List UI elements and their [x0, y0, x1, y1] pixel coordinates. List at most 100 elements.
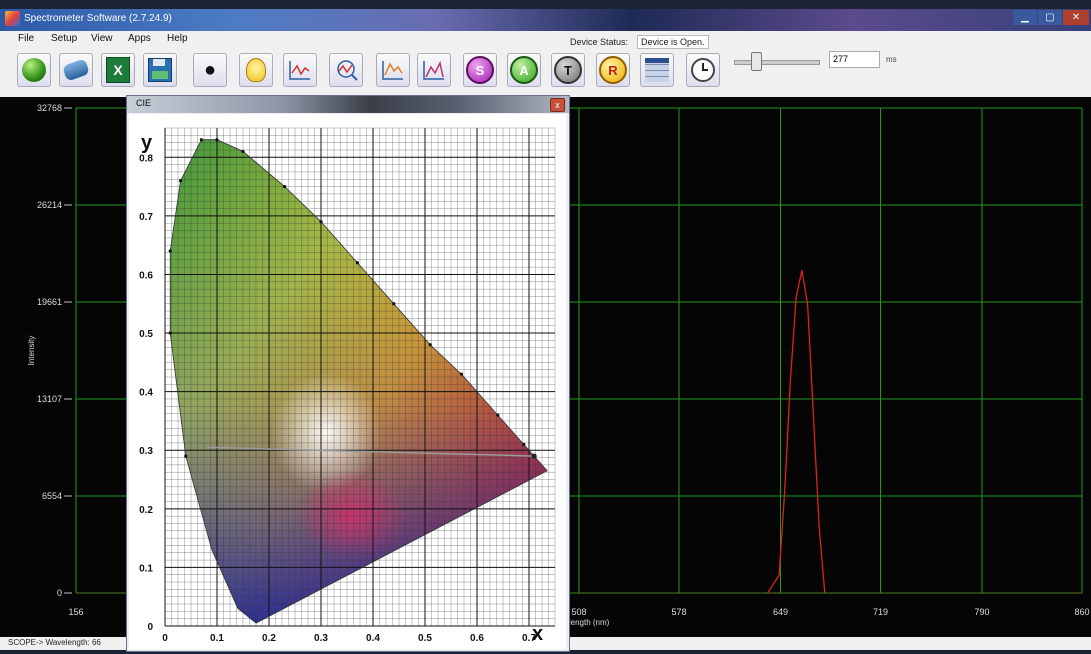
integration-time-input[interactable]: 277	[829, 51, 880, 68]
menu-view[interactable]: View	[91, 33, 113, 44]
close-button[interactable]: ✕	[1063, 10, 1089, 25]
cie-chart-svg: y x 0.8 0.7 0.6 0.5 0.4 0.3 0.2 0.1 00 0.1 0.2 0.3 0…	[139, 127, 556, 645]
cie-y-tick-label: 0.3	[139, 446, 153, 457]
cie-titlebar[interactable]: CIE x	[127, 96, 569, 113]
y-tick-label: 6554	[42, 491, 62, 501]
t-mode-icon: T	[554, 56, 582, 84]
x-axis-title: Wavelength (nm)	[549, 618, 610, 627]
cie-locus-marker	[428, 343, 432, 347]
device-status-value: Device is Open.	[637, 35, 709, 49]
cie-y-tick-label: 0.2	[139, 505, 153, 516]
x-tick-label: 578	[672, 607, 687, 617]
spectrum-trace	[767, 269, 826, 594]
cie-y-tick-label: 0.4	[139, 388, 153, 399]
r-mode-icon: R	[599, 56, 627, 84]
x-tick-label: 508	[571, 607, 586, 617]
area-chart-icon	[423, 60, 444, 80]
cie-body: y x 0.8 0.7 0.6 0.5 0.4 0.3 0.2 0.1 0 0 0.1 0.2 0.3 0…	[129, 114, 566, 649]
integration-slider-thumb[interactable]	[751, 52, 762, 71]
eraser-button[interactable]	[59, 53, 93, 87]
save-button[interactable]	[143, 53, 177, 87]
cie-y-tick-label: 0.5	[139, 329, 153, 340]
cie-locus-marker	[168, 331, 172, 335]
app-icon	[5, 11, 20, 26]
cie-x-axis-label: x	[532, 623, 543, 645]
cie-y-tick-label: 0.6	[139, 270, 153, 281]
peak-chart-button[interactable]	[417, 53, 451, 87]
cie-locus-marker	[215, 138, 219, 142]
cie-x-tick-label: 0.5	[418, 633, 432, 644]
menu-apps[interactable]: Apps	[128, 33, 151, 44]
y-tick-label: 0	[57, 588, 62, 598]
zoom-chart-button[interactable]	[329, 53, 363, 87]
light-button[interactable]	[239, 53, 273, 87]
zoom-chart-icon	[337, 60, 358, 81]
cie-y-axis-label: y	[141, 132, 153, 154]
cie-y-tick-label: 0	[147, 622, 153, 633]
cie-locus-marker	[241, 149, 245, 154]
dark-button[interactable]: ●	[193, 53, 227, 87]
cie-spectral-locus	[169, 139, 548, 624]
cie-locus-marker	[179, 179, 183, 183]
cie-locus-marker	[184, 454, 188, 458]
cie-locus-marker	[355, 261, 359, 265]
toolbar: X ● S A T R	[0, 49, 1091, 97]
s-mode-icon: S	[466, 56, 494, 84]
maximize-button[interactable]: ▢	[1038, 10, 1062, 25]
green-ball-icon	[22, 58, 46, 82]
bulb-off-icon: ●	[203, 59, 217, 81]
table-button[interactable]	[640, 53, 674, 87]
cie-locus-marker	[392, 302, 396, 306]
cie-x-tick-label: 0	[162, 633, 168, 644]
bulb-on-icon	[246, 58, 266, 82]
x-tick-label: 860	[1074, 607, 1089, 617]
minimize-button[interactable]: ▁	[1013, 10, 1037, 25]
start-button[interactable]	[17, 53, 51, 87]
t-mode-button[interactable]: T	[551, 53, 585, 87]
alarm-clock-icon	[691, 58, 715, 82]
window-titlebar: Spectrometer Software (2.7.24.9) ▁ ▢ ✕	[0, 9, 1091, 31]
cie-gamut-area	[170, 139, 548, 624]
cie-locus-marker	[283, 184, 287, 189]
cie-locus-marker	[496, 413, 500, 417]
menu-help[interactable]: Help	[167, 33, 188, 44]
cie-x-tick-label: 0.3	[314, 633, 328, 644]
cie-measurement-line	[206, 446, 535, 457]
y-tick-label: 26214	[37, 200, 62, 210]
cie-x-tick-label: 0.4	[366, 633, 380, 644]
overlay-chart-button[interactable]	[376, 53, 410, 87]
menu-bar: File Setup View Apps Help	[0, 31, 1091, 49]
line-chart-icon	[382, 61, 403, 80]
cie-y-tick-label: 0.1	[139, 563, 153, 574]
window-title: Spectrometer Software (2.7.24.9)	[24, 13, 172, 24]
r-mode-button[interactable]: R	[596, 53, 630, 87]
cie-y-tick-label: 0.7	[139, 212, 153, 223]
cie-x-tick-label: 0.7	[522, 633, 536, 644]
integration-unit-label: ms	[886, 55, 897, 64]
cie-close-button[interactable]: x	[550, 98, 565, 112]
menu-setup[interactable]: Setup	[51, 33, 78, 44]
scope-mode-button[interactable]	[283, 53, 317, 87]
cie-measured-point	[531, 453, 537, 459]
eraser-icon	[61, 58, 91, 82]
cie-locus-marker	[199, 138, 203, 142]
cie-locus-marker	[459, 372, 463, 376]
device-status-label: Device Status:	[570, 37, 629, 47]
cie-window[interactable]: CIE x	[126, 95, 570, 652]
a-mode-button[interactable]: A	[507, 53, 541, 87]
cie-x-tick-label: 0.6	[470, 633, 484, 644]
integration-slider-track[interactable]	[734, 60, 820, 65]
x-tick-label: 790	[974, 607, 989, 617]
x-tick-label: 719	[873, 607, 888, 617]
line-chart-icon	[289, 61, 310, 80]
s-mode-button[interactable]: S	[463, 53, 497, 87]
y-tick-label: 13107	[37, 394, 62, 404]
cie-title: CIE	[136, 98, 152, 108]
timer-button[interactable]	[686, 53, 720, 87]
table-icon	[645, 58, 669, 82]
menu-file[interactable]: File	[18, 33, 35, 44]
cie-x-tick-label: 0.1	[210, 633, 224, 644]
y-tick-label: 19661	[37, 297, 62, 307]
x-tick-label: 156	[68, 607, 83, 617]
export-excel-button[interactable]: X	[101, 53, 135, 87]
